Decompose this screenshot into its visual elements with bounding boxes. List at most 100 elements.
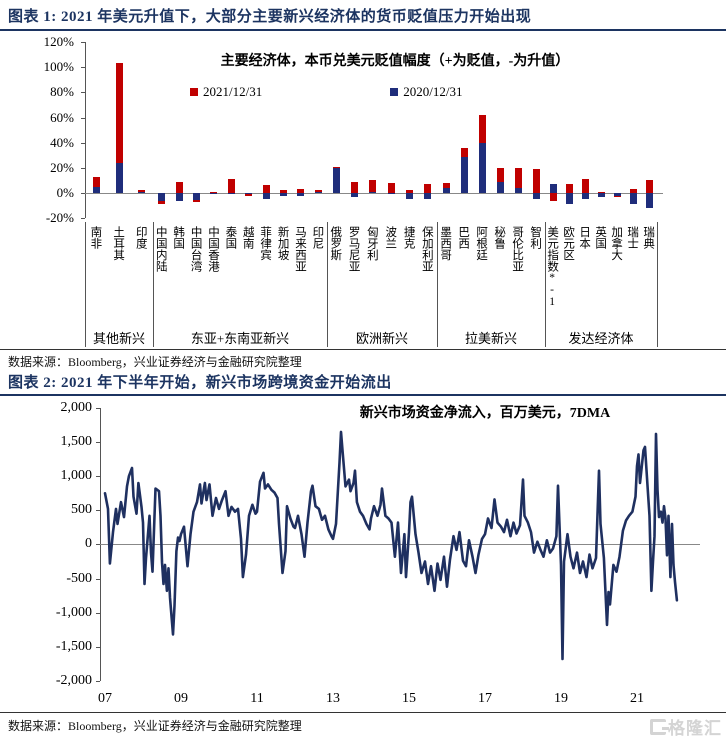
chart2-x-tick-label: 17 (478, 690, 492, 706)
bar-segment-v2021 (387, 182, 395, 193)
bar-segment-v2021 (645, 180, 653, 193)
bar-segment-v2020 (175, 193, 183, 201)
chart1-group-label: 东亚+东南亚新兴 (190, 331, 290, 346)
chart1-category-label: 新加坡 (276, 226, 289, 261)
bar-segment-v2020 (597, 193, 605, 197)
chart2-y-tickmark (96, 578, 100, 580)
bar-segment-v2021 (478, 115, 486, 143)
bar-segment-v2021 (442, 182, 450, 188)
bar-segment-v2020 (496, 181, 504, 193)
chart2-y-tick-label: -500 (66, 570, 92, 586)
figure2-title-rule (0, 394, 726, 396)
chart1-group-divider (545, 222, 546, 347)
chart2-data-line (103, 430, 679, 661)
chart2-y-tick-label: 1,500 (60, 434, 93, 450)
chart1-category-label: 哥伦比亚 (511, 226, 524, 272)
chart1-y-tick-label: 100% (43, 59, 74, 75)
bar-segment-v2021 (210, 192, 218, 194)
legend-item-2020: 2020/12/31 (390, 84, 462, 100)
chart1-category-label: 保加利亚 (420, 226, 433, 272)
figure2-title: 图表 2: 2021 年下半年开始，新兴市场跨境资金开始流出 (8, 375, 392, 391)
chart2-y-tick-label: 500 (71, 502, 92, 518)
chart1-y-tick-label: 60% (50, 109, 74, 125)
chart1-category-label: 智利 (529, 226, 542, 249)
chart1-group-divider (85, 222, 86, 347)
bar-segment-v2020 (514, 187, 522, 193)
bar-segment-v2020 (210, 193, 218, 194)
chart1-group-label: 拉美新兴 (464, 331, 517, 346)
chart1-category-label: 瑞士 (626, 226, 639, 249)
bar-segment-v2020 (92, 186, 100, 193)
chart1-category-label: 中国内陆 (154, 226, 167, 272)
chart1-y-tickmark (81, 117, 85, 119)
chart2-x-tick-label: 09 (174, 690, 188, 706)
chart1-category-label: 罗马尼亚 (347, 226, 360, 272)
chart1-y-tick-label: 40% (50, 134, 74, 150)
chart2-y-tickmark (96, 442, 100, 444)
chart2-y-tickmark (96, 612, 100, 614)
bar-segment-v2021 (175, 181, 183, 193)
divider-rule-bottom (0, 712, 726, 713)
chart1-category-label: 马来西亚 (293, 226, 306, 272)
bar-segment-v2021 (138, 189, 146, 192)
chart2-x-tick-label: 13 (326, 690, 340, 706)
bar-segment-v2021 (115, 63, 123, 163)
bar-segment-v2021 (369, 180, 377, 192)
chart1-category-label: 印度 (134, 226, 147, 249)
chart1-category-label: 瑞典 (642, 226, 655, 249)
chart1-category-label: 中国香港 (206, 226, 219, 272)
bar-segment-v2021 (496, 167, 504, 182)
chart1-category-label: 匈牙利 (365, 226, 378, 261)
chart1-group-divider (437, 222, 438, 347)
chart1-category-label: 菲律宾 (259, 226, 272, 261)
legend-item-2021: 2021/12/31 (190, 84, 262, 100)
chart2-y-tick-label: -1,000 (55, 604, 92, 620)
gelonghui-logo-text: 格隆汇 (668, 719, 722, 738)
bar-segment-v2020 (549, 184, 557, 193)
chart1-category-label: 俄罗斯 (329, 226, 342, 261)
bar-segment-v2020 (369, 191, 377, 193)
bar-segment-v2020 (406, 193, 413, 200)
chart2-y-tick-label: -2,000 (55, 672, 92, 688)
chart1-category-label: 越南 (241, 226, 254, 249)
bar-segment-v2020 (158, 193, 166, 201)
chart2-y-tick-label: 1,000 (60, 468, 93, 484)
bar-segment-v2020 (460, 156, 468, 193)
bar-segment-v2020 (314, 191, 322, 193)
chart2-y-tickmark (96, 646, 100, 648)
chart1-y-tick-label: -20% (45, 210, 74, 226)
chart2-x-tick-label: 19 (554, 690, 568, 706)
bar-segment-v2021 (597, 191, 605, 193)
bar-segment-v2020 (297, 193, 305, 196)
bar-segment-v2020 (115, 162, 123, 193)
chart1-y-axis (85, 42, 86, 218)
bar-segment-v2021 (245, 193, 253, 196)
chart1-category-label: 日本 (578, 226, 591, 249)
chart2-y-tickmark (96, 476, 100, 478)
chart2-x-tick-label: 15 (402, 690, 416, 706)
chart2-y-tickmark (96, 510, 100, 512)
bar-segment-v2020 (227, 193, 235, 194)
bar-segment-v2020 (280, 193, 287, 196)
chart1-category-label: 加拿大 (610, 226, 623, 261)
bar-segment-v2020 (138, 191, 146, 193)
bar-segment-v2021 (406, 190, 413, 193)
bar-segment-v2020 (581, 193, 589, 200)
chart1-y-tick-label: 0% (56, 185, 74, 201)
chart1-category-label: 中国台湾 (189, 226, 202, 272)
chart1-category-label: 墨西哥 (439, 226, 452, 261)
chart2-y-tick-label: 0 (85, 536, 92, 552)
figure2-source: 数据来源：Bloomberg，兴业证券经济与金融研究院整理 (8, 719, 302, 733)
chart1-y-tickmark (81, 167, 85, 169)
gelonghui-watermark: 格隆汇 (650, 714, 722, 739)
chart1-category-label: 泰国 (224, 226, 237, 249)
figure1-title-rule (0, 29, 726, 31)
bar-segment-v2020 (424, 193, 432, 200)
bar-segment-v2020 (245, 193, 253, 194)
chart1-category-label: 捷克 (402, 226, 415, 249)
chart1-category-label: 美元指数*-1 (546, 226, 559, 308)
chart2-y-tickmark (96, 544, 100, 546)
chart1-y-tickmark (81, 67, 85, 69)
bar-segment-v2021 (92, 176, 100, 187)
bar-segment-v2021 (549, 193, 557, 201)
